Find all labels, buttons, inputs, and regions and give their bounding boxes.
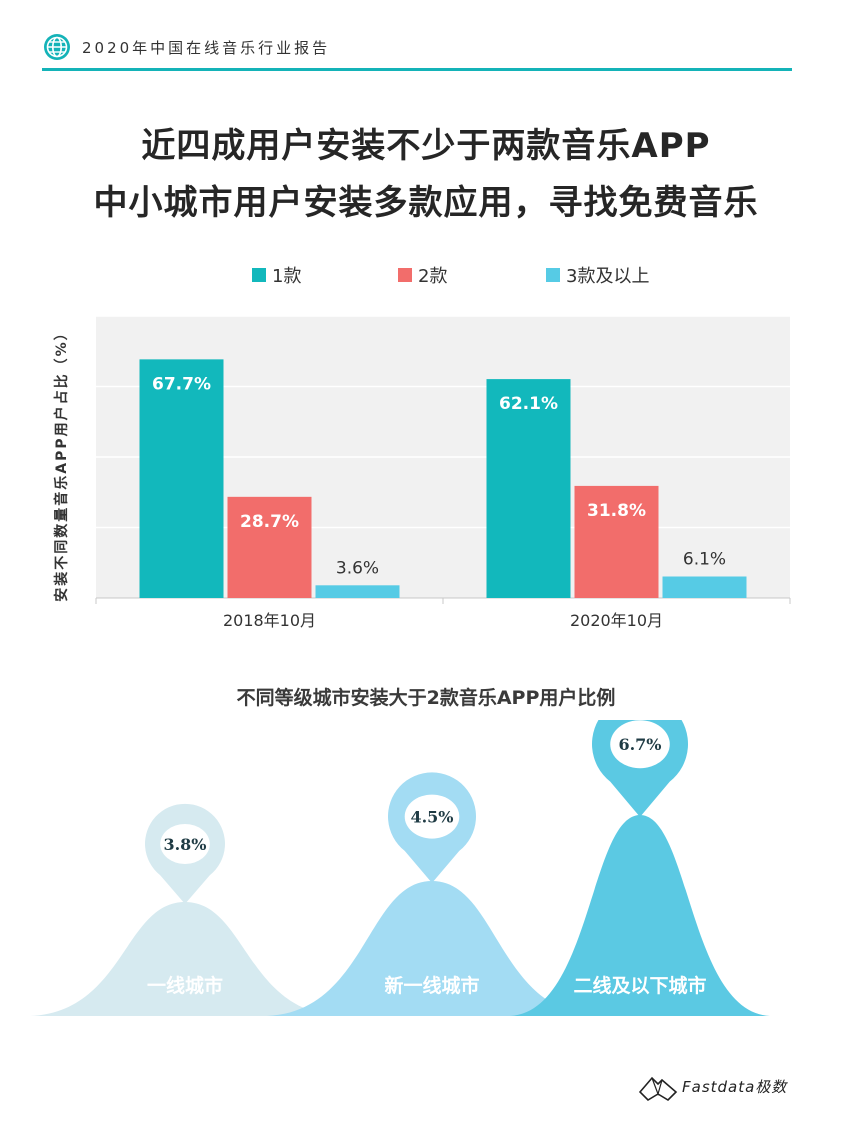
headline-line-1: 近四成用户安装不少于两款音乐APP: [141, 126, 711, 166]
mountain-shape: [267, 881, 597, 1016]
brand-logo: Fastdata极数: [638, 1068, 798, 1104]
x-tick-label: 2020年10月: [570, 611, 663, 630]
bar: [574, 485, 659, 598]
pin-bubble: [404, 794, 460, 839]
data-label: 67.7%: [152, 374, 211, 394]
mountain-logo-icon: [638, 1076, 678, 1102]
logo-text: Fastdata极数: [682, 1078, 788, 1096]
globe-icon: [44, 34, 70, 60]
legend-swatch-2: [398, 268, 412, 282]
legend-label-3: 3款及以上: [566, 266, 650, 287]
city-label: 二线及以下城市: [573, 974, 706, 997]
chart-legend: 1款 2款 3款及以上: [0, 262, 852, 288]
bar: [139, 359, 224, 598]
city-label: 新一线城市: [384, 974, 479, 997]
bar: [227, 496, 312, 598]
value-label: 4.5%: [410, 808, 453, 827]
legend-item-2: 2款: [398, 262, 447, 288]
legend-swatch-3: [546, 268, 560, 282]
value-label: 6.7%: [618, 735, 661, 754]
bar-chart: 67.7% 28.7% 3.6% 2018年10月 62.1% 31.8% 6.1% 2020…: [95, 315, 791, 630]
bar: [486, 379, 571, 598]
pin-bubble: [160, 824, 210, 864]
legend-item-1: 1款: [252, 262, 301, 288]
data-label: 28.7%: [240, 512, 299, 532]
data-label: 62.1%: [499, 394, 558, 414]
header-rule: [42, 68, 792, 71]
report-title: 2020年中国在线音乐行业报告: [82, 39, 331, 57]
bar: [315, 585, 400, 598]
data-label: 6.1%: [683, 549, 726, 569]
x-tick-label: 2018年10月: [223, 611, 316, 630]
data-label: 3.6%: [336, 558, 379, 578]
headline-line-2: 中小城市用户安装多款应用，寻找免费音乐: [93, 183, 759, 223]
report-header: 2020年中国在线音乐行业报告: [42, 30, 792, 72]
legend-label-1: 1款: [272, 266, 302, 287]
pin-bubble: [610, 720, 670, 769]
city-chart: 一线城市 3.8% 新一线城市 4.5% 二线及以下城市 6.7%: [30, 720, 770, 1016]
legend-item-3: 3款及以上: [546, 262, 649, 288]
city-label: 一线城市: [147, 974, 223, 997]
value-label: 3.8%: [163, 835, 206, 854]
city-chart-title: 不同等级城市安装大于2款音乐APP用户比例: [236, 687, 616, 709]
mountain-shape: [510, 815, 770, 1016]
data-label: 31.8%: [587, 501, 646, 521]
mountain-shape: [30, 902, 340, 1016]
legend-label-2: 2款: [418, 266, 448, 287]
bar: [662, 576, 747, 598]
legend-swatch-1: [252, 268, 266, 282]
